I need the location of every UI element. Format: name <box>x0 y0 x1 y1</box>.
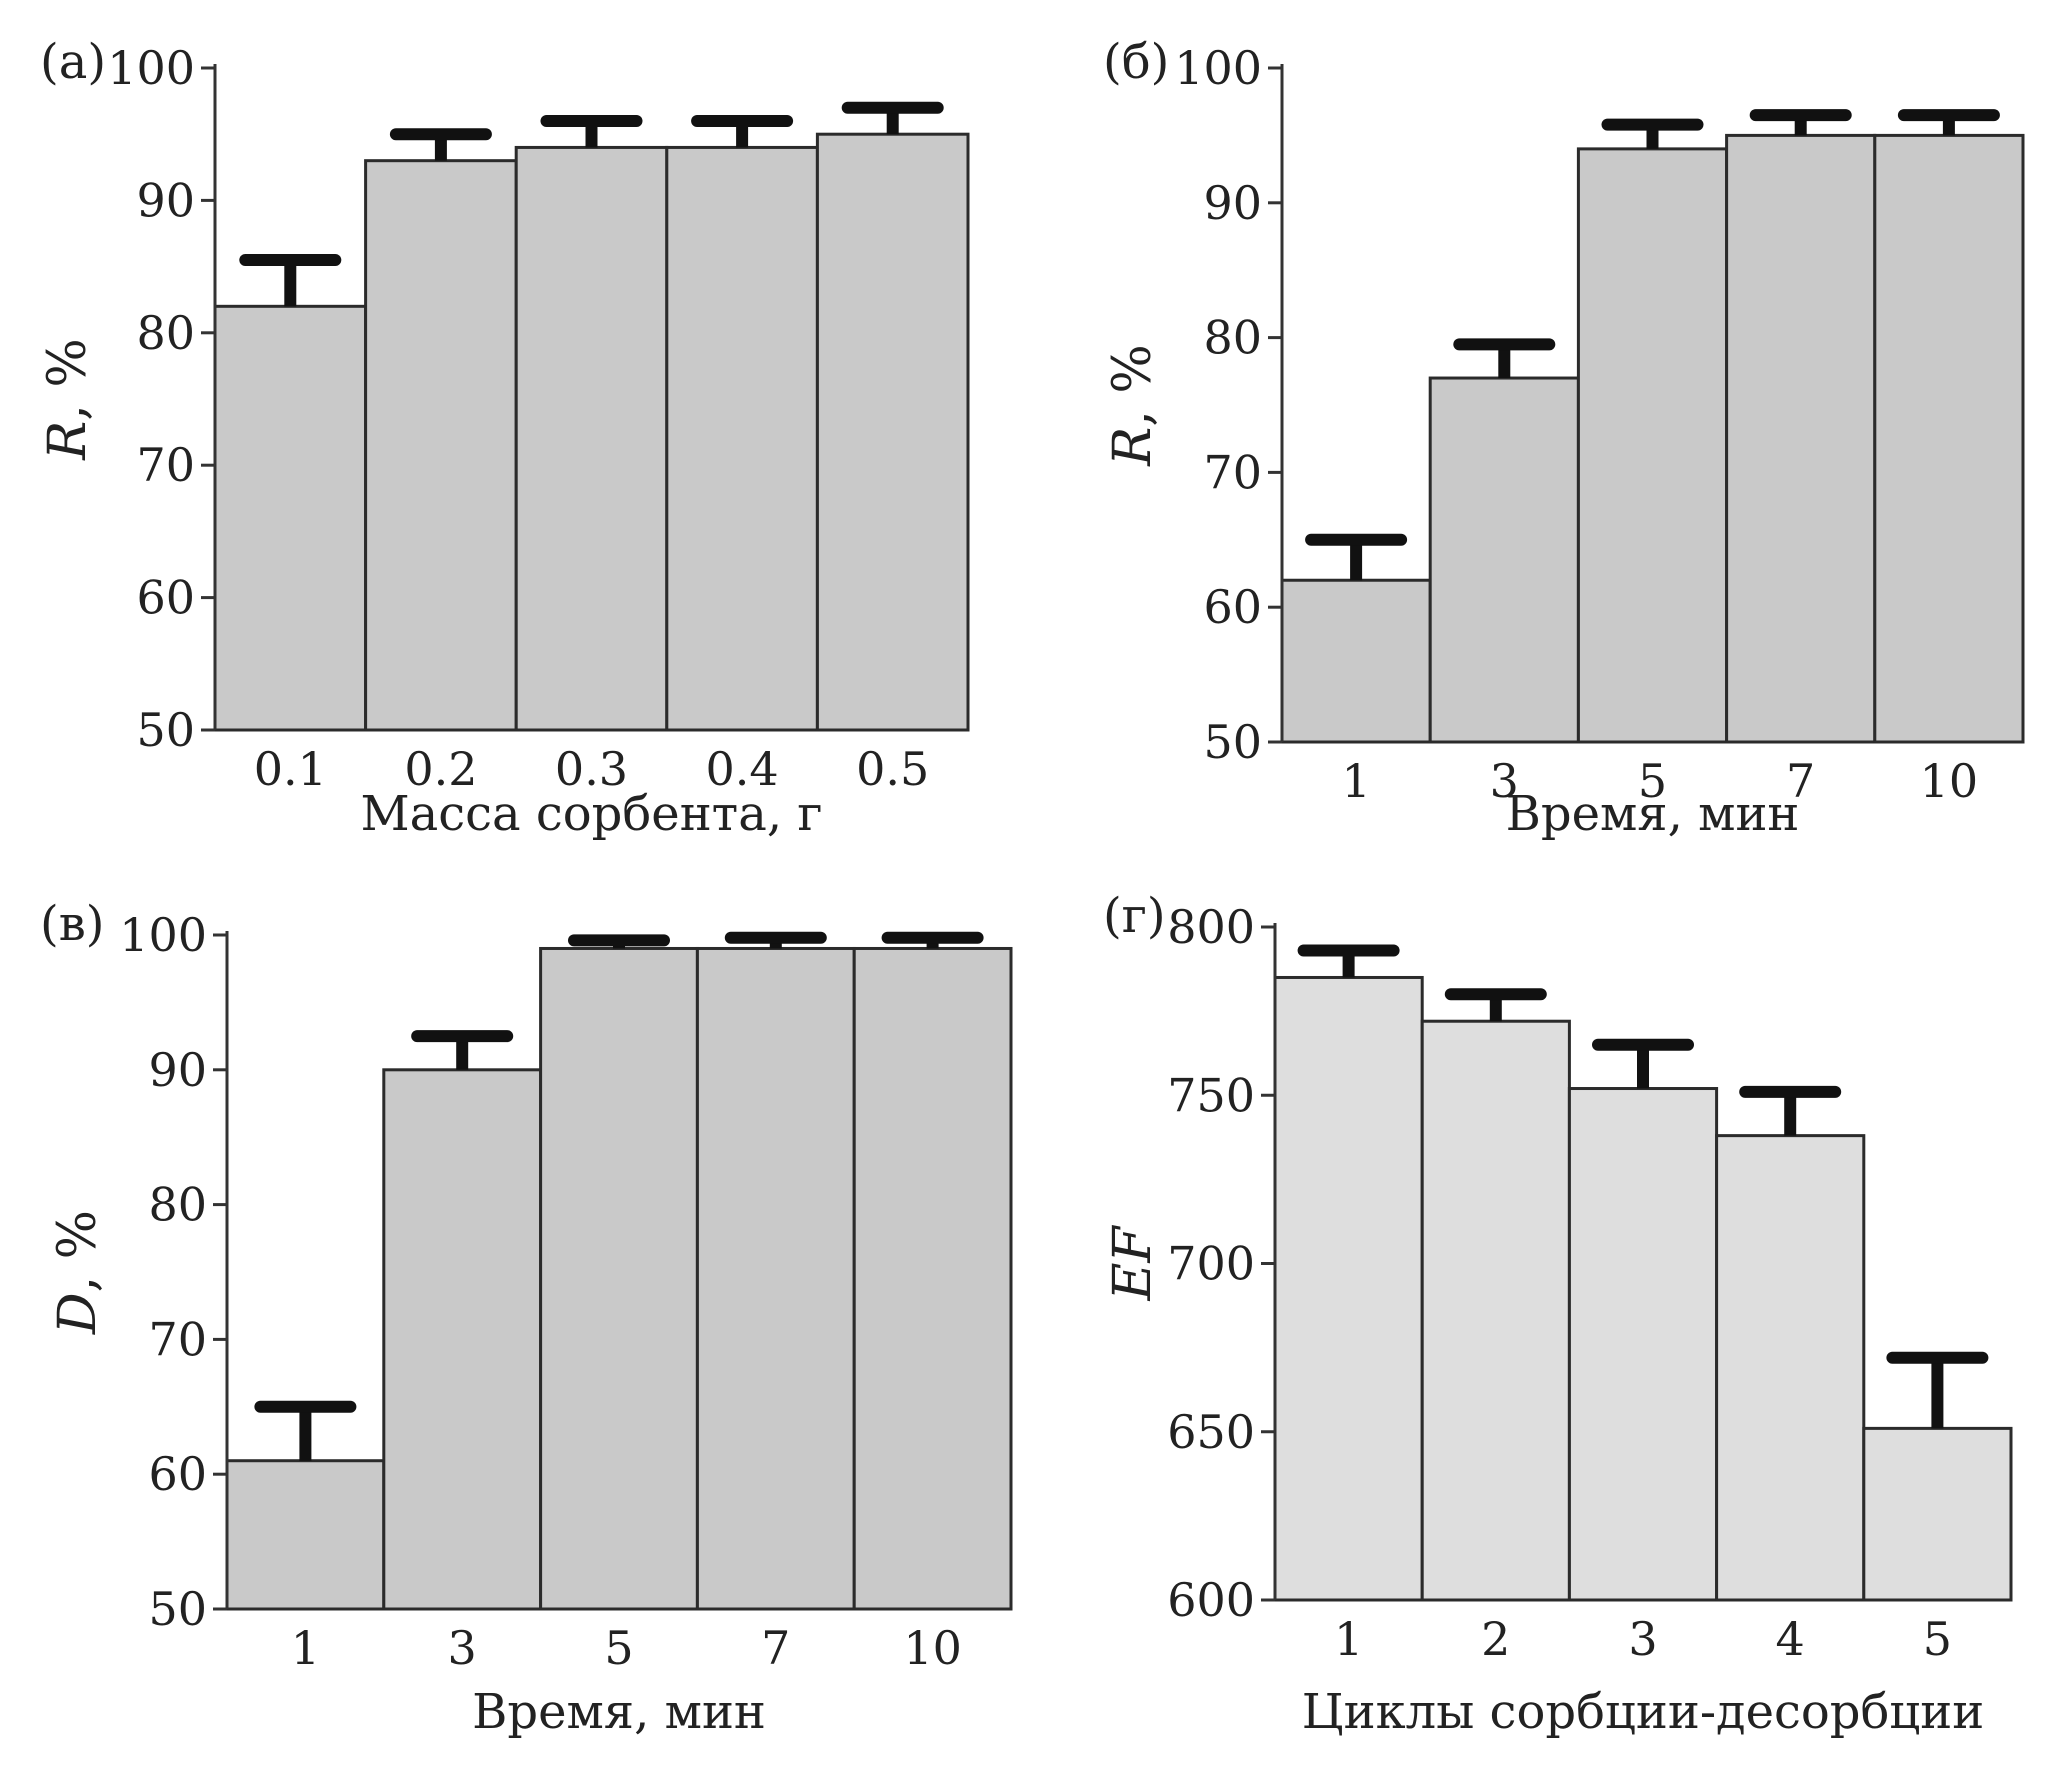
y-tick-label-a: 80 <box>136 306 195 360</box>
y-axis-title-unit-b: , % <box>1103 344 1163 426</box>
y-tick-label-a: 100 <box>107 41 195 95</box>
bar-d-3 <box>1567 1087 1719 1602</box>
y-tick-label-d: 700 <box>1167 1237 1255 1291</box>
panel-label-b: (б) <box>1103 34 1169 90</box>
bar-a-2 <box>364 159 518 732</box>
bar-d-4 <box>1715 1134 1866 1602</box>
x-tick-label-b: 10 <box>1920 754 1979 808</box>
bar-d-2 <box>1420 1019 1571 1602</box>
bar-b-4 <box>1725 133 1877 744</box>
x-tick-label-d: 2 <box>1481 1612 1510 1666</box>
bar-a-1 <box>213 304 368 732</box>
y-tick-label-c: 80 <box>148 1178 207 1232</box>
y-axis-title-a: R, % <box>38 338 98 461</box>
y-tick-label-a: 60 <box>136 571 195 625</box>
x-tick-label-c: 3 <box>448 1621 477 1675</box>
y-tick-label-b: 60 <box>1203 580 1262 634</box>
panel-a: 50 60 70 80 90 100 0.1 0.2 0.3 0.4 0.5 Масса сорбен… <box>38 34 970 842</box>
y-tick-label-d: 650 <box>1167 1405 1255 1459</box>
x-tick-label-b: 1 <box>1341 754 1370 808</box>
y-tick-label-b: 50 <box>1203 715 1262 769</box>
x-axis-title-a: Масса сорбента, г <box>360 786 822 842</box>
x-tick-label-d: 3 <box>1628 1612 1657 1666</box>
y-axis-title-d: EF <box>1103 1225 1163 1302</box>
y-tick-label-a: 70 <box>136 438 195 492</box>
y-axis-title-c: D, % <box>48 1210 108 1335</box>
x-tick-label-b: 7 <box>1786 754 1815 808</box>
y-tick-label-c: 60 <box>148 1447 207 1501</box>
y-tick-label-d: 600 <box>1167 1573 1255 1627</box>
bar-a-3 <box>514 145 669 732</box>
y-axis-title-b: R, % <box>1103 344 1163 467</box>
bar-d-5 <box>1862 1426 2013 1602</box>
bar-c-4 <box>695 946 856 1611</box>
x-tick-label-c: 5 <box>604 1621 633 1675</box>
bar-b-3 <box>1576 147 1729 744</box>
bar-c-5 <box>852 946 1013 1611</box>
y-axis-title-main-c: D <box>48 1292 108 1335</box>
bar-a-5 <box>815 132 970 732</box>
x-tick-label-a: 0.4 <box>706 742 779 796</box>
bar-a-4 <box>665 145 819 732</box>
bar-b-5 <box>1873 133 2025 744</box>
y-tick-label-d: 750 <box>1167 1068 1255 1122</box>
y-tick-label-a: 50 <box>136 703 195 757</box>
panel-label-c: (в) <box>40 896 104 952</box>
bar-b-2 <box>1428 376 1580 744</box>
x-axis-title-d: Циклы сорбции-десорбции <box>1302 1684 1985 1740</box>
x-tick-label-b: 3 <box>1490 754 1519 808</box>
x-tick-label-a: 0.1 <box>254 742 327 796</box>
x-tick-label-c: 10 <box>903 1621 962 1675</box>
x-tick-label-d: 5 <box>1923 1612 1952 1666</box>
x-tick-label-b: 5 <box>1638 754 1667 808</box>
x-tick-label-a: 0.2 <box>404 742 477 796</box>
y-tick-label-b: 100 <box>1174 41 1262 95</box>
y-axis-title-main-b: R <box>1103 427 1163 467</box>
bar-c-1 <box>225 1459 386 1611</box>
y-axis-title-main-a: R <box>38 421 98 461</box>
x-tick-label-d: 4 <box>1776 1612 1805 1666</box>
x-axis-title-c: Время, мин <box>472 1684 766 1740</box>
bar-c-2 <box>382 1068 543 1611</box>
x-axis-title-b: Время, мин <box>1506 786 1800 842</box>
y-tick-label-c: 70 <box>148 1312 207 1366</box>
x-tick-label-c: 7 <box>761 1621 790 1675</box>
panel-b: 50 60 70 80 90 100 1 3 5 7 10 Время, мин R, % (б) <box>1103 34 2025 842</box>
y-tick-label-c: 100 <box>119 908 207 962</box>
y-tick-label-c: 90 <box>148 1043 207 1097</box>
x-tick-label-c: 1 <box>291 1621 320 1675</box>
y-tick-label-b: 90 <box>1203 176 1262 230</box>
x-tick-label-d: 1 <box>1334 1612 1363 1666</box>
y-tick-label-b: 70 <box>1203 445 1262 499</box>
panel-c: 50 60 70 80 90 100 1 3 5 7 10 Время, мин D, % (в) <box>40 896 1013 1740</box>
y-tick-label-b: 80 <box>1203 311 1262 365</box>
y-axis-title-main-d: EF <box>1103 1225 1163 1302</box>
bar-b-1 <box>1280 578 1432 744</box>
panel-label-a: (а) <box>40 34 106 90</box>
y-axis-title-unit-a: , % <box>38 338 98 420</box>
panel-d: 600 650 700 750 800 1 2 3 4 5 Циклы сорбции-десорб… <box>1103 888 2013 1740</box>
y-tick-label-d: 800 <box>1167 900 1255 954</box>
x-tick-label-a: 0.5 <box>856 742 929 796</box>
y-tick-label-a: 90 <box>136 173 195 227</box>
y-axis-title-unit-c: , % <box>48 1210 108 1292</box>
panel-label-d: (г) <box>1103 888 1166 944</box>
x-tick-label-a: 0.3 <box>555 742 628 796</box>
bar-c-3 <box>539 946 699 1611</box>
y-tick-label-c: 50 <box>148 1582 207 1636</box>
bar-d-1 <box>1273 975 1424 1602</box>
